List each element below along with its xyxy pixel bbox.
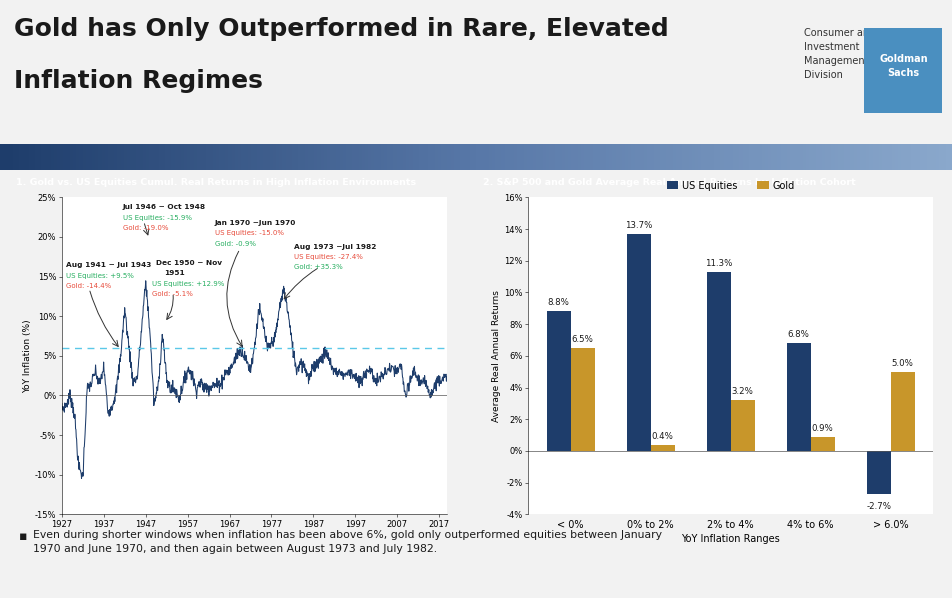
Text: 13.7%: 13.7% <box>625 221 652 230</box>
Text: Inflation Regimes: Inflation Regimes <box>14 69 263 93</box>
Text: 6.8%: 6.8% <box>787 330 809 339</box>
Text: ▪: ▪ <box>19 530 28 542</box>
FancyBboxPatch shape <box>864 28 942 113</box>
Bar <box>651 444 675 451</box>
Text: US Equities: +12.9%: US Equities: +12.9% <box>152 281 225 287</box>
Y-axis label: Average Real Annual Returns: Average Real Annual Returns <box>492 290 502 422</box>
Text: 0.9%: 0.9% <box>812 423 834 433</box>
Text: 5.0%: 5.0% <box>892 359 914 368</box>
Text: Aug 1973 −Jul 1982: Aug 1973 −Jul 1982 <box>294 244 377 250</box>
Text: 1951: 1951 <box>165 270 186 276</box>
X-axis label: YoY Inflation Ranges: YoY Inflation Ranges <box>682 534 780 544</box>
Bar <box>810 437 835 451</box>
Text: Even during shorter windows when inflation has been above 6%, gold only outperfo: Even during shorter windows when inflati… <box>32 530 662 554</box>
Text: US Equities: -15.0%: US Equities: -15.0% <box>215 230 284 236</box>
Text: Aug 1941 − Jul 1943: Aug 1941 − Jul 1943 <box>66 262 151 268</box>
Bar <box>731 400 755 451</box>
Text: US Equities: -15.9%: US Equities: -15.9% <box>123 215 191 221</box>
Text: 6.5%: 6.5% <box>572 335 594 344</box>
Text: Jul 1946 − Oct 1948: Jul 1946 − Oct 1948 <box>123 205 206 210</box>
Text: Gold: -14.4%: Gold: -14.4% <box>66 283 111 289</box>
Text: Consumer and
Investment
Management
Division: Consumer and Investment Management Divis… <box>804 28 876 80</box>
Text: Dec 1950 − Nov: Dec 1950 − Nov <box>156 260 222 266</box>
Text: 11.3%: 11.3% <box>705 259 732 268</box>
Text: 2. S&P 500 and Gold Average Real Annual Returns by Inflation Cohort: 2. S&P 500 and Gold Average Real Annual … <box>483 178 856 187</box>
Text: 1. Gold vs. US Equities Cumul. Real Returns in High Inflation Environments: 1. Gold vs. US Equities Cumul. Real Retu… <box>16 178 416 187</box>
Legend: US Equities, Gold: US Equities, Gold <box>663 177 799 194</box>
Bar <box>706 272 731 451</box>
Text: US Equities: +9.5%: US Equities: +9.5% <box>66 273 134 279</box>
Bar <box>571 348 595 451</box>
Text: Gold: -0.9%: Gold: -0.9% <box>215 240 256 246</box>
Text: 8.8%: 8.8% <box>547 298 569 307</box>
Text: Gold: -19.0%: Gold: -19.0% <box>123 225 169 231</box>
Bar <box>786 343 810 451</box>
Text: Gold has Only Outperformed in Rare, Elevated: Gold has Only Outperformed in Rare, Elev… <box>14 17 669 41</box>
Text: -2.7%: -2.7% <box>866 502 891 511</box>
Text: 0.4%: 0.4% <box>652 432 674 441</box>
Text: Jan 1970 −Jun 1970: Jan 1970 −Jun 1970 <box>215 220 296 226</box>
Text: Gold: -5.1%: Gold: -5.1% <box>152 291 193 297</box>
Y-axis label: YoY Inflation (%): YoY Inflation (%) <box>23 319 32 393</box>
Text: Gold: +35.3%: Gold: +35.3% <box>294 264 344 270</box>
Bar <box>866 451 890 494</box>
Text: US Equities: -27.4%: US Equities: -27.4% <box>294 254 364 260</box>
Text: 3.2%: 3.2% <box>732 388 754 396</box>
Bar <box>890 371 915 451</box>
Bar <box>626 234 651 451</box>
Bar <box>546 312 571 451</box>
Text: Goldman
Sachs: Goldman Sachs <box>879 54 928 78</box>
